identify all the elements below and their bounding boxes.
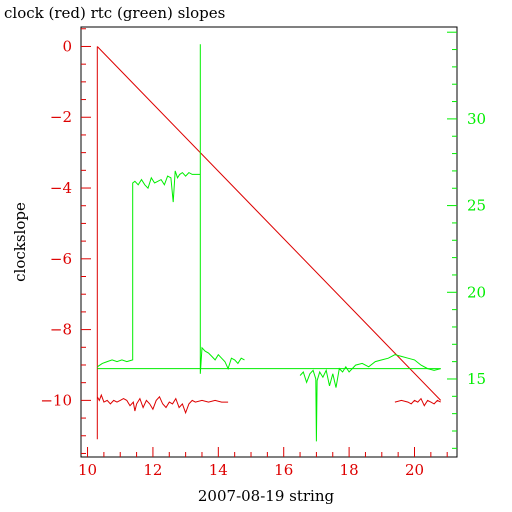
y-tick-label: −8 — [50, 321, 72, 339]
series-line-clock-0 — [96, 46, 229, 440]
y-tick-label: −10 — [40, 391, 72, 409]
x-tick-label: 16 — [274, 461, 293, 479]
x-tick-label: 14 — [209, 461, 228, 479]
series-line-clock-2 — [394, 397, 441, 407]
y-tick-label: −2 — [50, 108, 72, 126]
y-tick-label: 0 — [62, 37, 72, 55]
y-right-tick-label: 20 — [467, 283, 486, 301]
series-line-rtc-4 — [299, 354, 441, 442]
y-right-tick-label: 30 — [467, 110, 486, 128]
y-right-tick-label: 15 — [467, 370, 486, 388]
x-tick-label: 18 — [340, 461, 359, 479]
x-tick-label: 10 — [78, 461, 97, 479]
y-right-tick-label: 25 — [467, 197, 486, 215]
y-tick-label: −4 — [50, 179, 72, 197]
x-axis-label: 2007-08-19 string — [198, 487, 335, 505]
series-line-clock-1 — [96, 46, 442, 401]
series-line-rtc-3 — [97, 44, 245, 374]
y-axis-label: clockslope — [11, 202, 29, 282]
chart-title: clock (red) rtc (green) slopes — [4, 4, 225, 22]
series-layer — [96, 44, 442, 442]
y-tick-label: −6 — [50, 250, 72, 268]
plot-frame — [80, 26, 458, 458]
x-tick-label: 12 — [143, 461, 162, 479]
ticks-layer: 10 12 14 16 18 20 0 −2 −4 −6 −8 −10 15 20 25 30 — [40, 28, 486, 479]
x-tick-label: 20 — [405, 461, 424, 479]
